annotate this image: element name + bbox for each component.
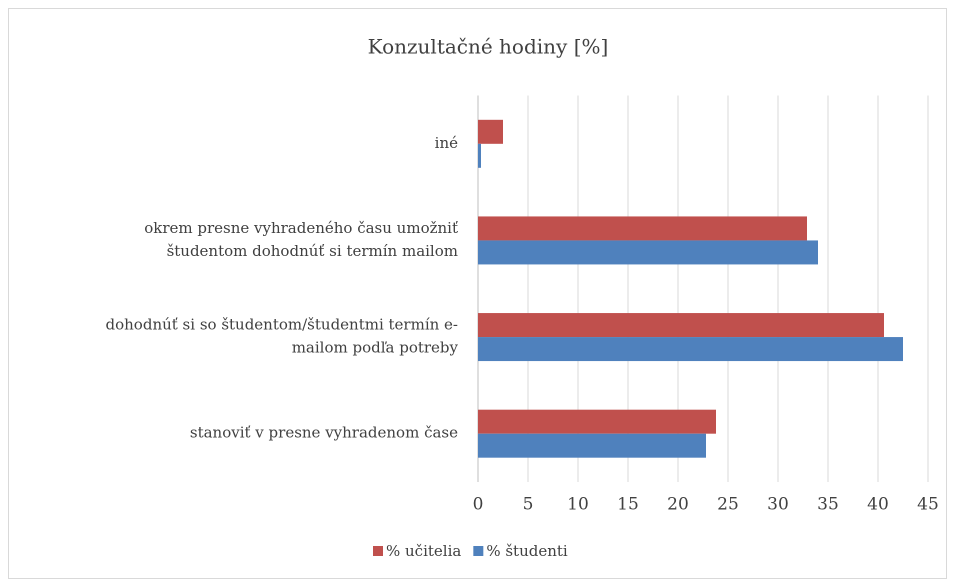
x-tick-label: 45: [917, 495, 939, 515]
y-tick-label: okrem presne vyhradeného času umožniť: [144, 219, 458, 237]
y-tick-label: študentom dohodnúť si termín mailom: [167, 242, 458, 260]
bar: [478, 433, 706, 458]
x-tick-label: 40: [867, 495, 889, 515]
x-tick-label: 10: [567, 495, 589, 515]
chart-title: Konzultačné hodiny [%]: [368, 35, 609, 59]
legend-label: % učitelia: [386, 542, 461, 560]
y-tick-label: iné: [435, 134, 458, 152]
legend-label: % študenti: [486, 542, 568, 560]
x-tick-label: 15: [617, 495, 639, 515]
x-tick-label: 30: [767, 495, 789, 515]
legend-swatch: [473, 546, 484, 556]
x-tick-label: 0: [473, 495, 484, 515]
y-tick-label: dohodnúť si so študentom/študentmi termí…: [106, 316, 458, 334]
bar: [478, 119, 503, 144]
x-tick-label: 35: [817, 495, 839, 515]
bar: [478, 216, 807, 241]
x-tick-label: 25: [717, 495, 739, 515]
legend-swatch: [373, 546, 383, 556]
x-tick-label: 5: [523, 495, 534, 515]
bar: [478, 409, 716, 434]
bar: [478, 143, 481, 168]
bar: [478, 313, 884, 338]
x-tick-label: 20: [667, 495, 689, 515]
bar: [478, 240, 818, 265]
bar: [478, 337, 903, 362]
y-tick-label: stanoviť v presne vyhradenom čase: [190, 424, 458, 442]
y-tick-label: mailom podľa potreby: [292, 339, 459, 357]
